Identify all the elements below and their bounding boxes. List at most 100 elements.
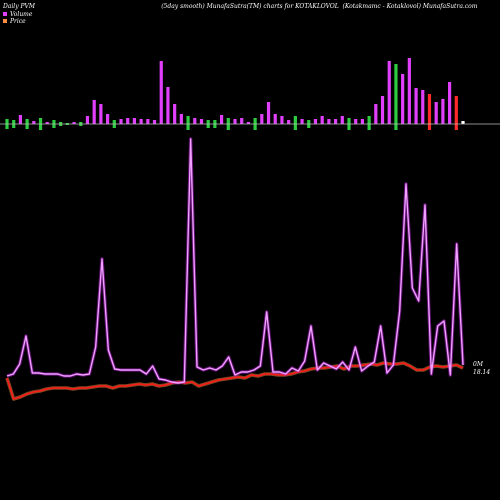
- volume-bar: [5, 119, 9, 124]
- volume-bar: [206, 120, 210, 124]
- volume-bar: [447, 82, 452, 124]
- volume-bar: [280, 116, 284, 124]
- volume-bar-negative: [206, 124, 210, 128]
- volume-bar: [226, 118, 230, 124]
- volume-bar-negative: [52, 124, 56, 128]
- header-center: (5day smooth) MunafaSutra(TM) charts for…: [161, 3, 339, 10]
- volume-bar: [166, 87, 170, 124]
- volume-bar: [407, 58, 411, 124]
- volume-bar: [441, 99, 445, 124]
- volume-bar: [360, 119, 365, 124]
- volume-bar-negative: [394, 124, 398, 130]
- volume-bar: [233, 119, 237, 124]
- volume-bar: [313, 119, 318, 124]
- volume-bar: [367, 116, 371, 124]
- volume-bar-negative: [79, 124, 83, 126]
- volume-bar: [246, 122, 251, 124]
- volume-bar: [85, 116, 90, 124]
- volume-bar: [461, 121, 465, 124]
- volume-bar: [394, 64, 398, 124]
- volume-bar: [414, 88, 418, 124]
- price-line-glow: [5, 361, 464, 401]
- volume-bar: [307, 120, 311, 124]
- volume-bar: [380, 96, 385, 124]
- volume-bar-negative: [65, 124, 69, 125]
- volume-bar: [173, 104, 177, 124]
- volume-bar-negative: [293, 124, 297, 130]
- volume-bar: [25, 119, 29, 124]
- volume-bar: [253, 118, 257, 124]
- volume-bar-negative: [367, 124, 371, 130]
- volume-bar: [186, 116, 190, 124]
- volume-bar: [401, 74, 405, 124]
- volume-bar: [374, 104, 378, 124]
- volume-bar: [45, 122, 49, 124]
- volume-bar: [32, 121, 36, 124]
- volume-bar: [300, 119, 304, 124]
- volume-bar: [179, 114, 183, 124]
- volume-bar: [273, 114, 277, 124]
- volume-bar-negative: [226, 124, 230, 130]
- volume-line-glow: [6, 137, 465, 385]
- volume-bar: [139, 119, 143, 124]
- volume-bar: [12, 120, 16, 124]
- volume-bar-negative: [59, 124, 63, 126]
- volume-bar-negative: [253, 124, 257, 130]
- volume-bar: [219, 115, 224, 124]
- lines-layer: [5, 137, 465, 401]
- volume-bar: [52, 120, 56, 124]
- volume-bar: [146, 119, 150, 124]
- volume-bar: [340, 116, 344, 124]
- volume-bar-negative: [307, 124, 311, 128]
- volume-bar: [105, 114, 110, 124]
- volume-bar: [92, 100, 96, 124]
- volume-bar: [293, 116, 297, 124]
- volume-bar: [119, 119, 123, 124]
- price-end-label: 18.14: [473, 369, 490, 376]
- volume-bar: [434, 102, 438, 124]
- volume-bar: [240, 118, 244, 124]
- volume-bar: [327, 119, 331, 124]
- volume-bar: [421, 90, 425, 124]
- volume-bar: [199, 119, 204, 124]
- volume-bar: [266, 102, 271, 124]
- legend-price-swatch: [3, 19, 7, 23]
- volume-end-label: 0M: [473, 361, 484, 368]
- volume-bar: [387, 61, 391, 124]
- volume-bar: [59, 122, 63, 124]
- volume-line: [6, 138, 464, 384]
- volume-bar: [65, 123, 69, 124]
- volume-bar: [18, 115, 23, 124]
- volume-bar: [79, 122, 83, 124]
- volume-bar: [427, 94, 432, 124]
- volume-bar: [72, 122, 76, 124]
- volume-bar-negative: [347, 124, 351, 130]
- volume-bar: [132, 118, 137, 124]
- volume-bar: [454, 96, 458, 124]
- volume-bar: [320, 116, 324, 124]
- volume-bar: [99, 104, 103, 124]
- volume-bar: [287, 120, 291, 124]
- volume-bar-negative: [38, 124, 43, 130]
- volume-bar-negative: [12, 124, 16, 128]
- volume-bar: [354, 119, 358, 124]
- volume-bar: [112, 120, 116, 124]
- legend-volume-label: Volume: [10, 11, 33, 18]
- volume-bar: [193, 118, 197, 124]
- volume-bar: [260, 114, 264, 124]
- legend-volume-swatch: [3, 12, 7, 16]
- volume-bar: [213, 120, 217, 124]
- volume-bar: [38, 118, 43, 124]
- volume-bar-negative: [454, 124, 458, 130]
- volume-bar: [347, 118, 351, 124]
- header-right: (Kotakmamc - Kotaklovol) MunafaSutra.com: [343, 3, 478, 10]
- volume-bar-negative: [427, 124, 432, 130]
- volume-bar: [126, 118, 130, 124]
- volume-bar-negative: [112, 124, 116, 128]
- header-left: Daily PVM: [2, 3, 36, 10]
- volume-bar: [159, 61, 163, 124]
- volume-bar-negative: [5, 124, 9, 129]
- volume-bar-negative: [213, 124, 217, 128]
- volume-bar: [333, 119, 338, 124]
